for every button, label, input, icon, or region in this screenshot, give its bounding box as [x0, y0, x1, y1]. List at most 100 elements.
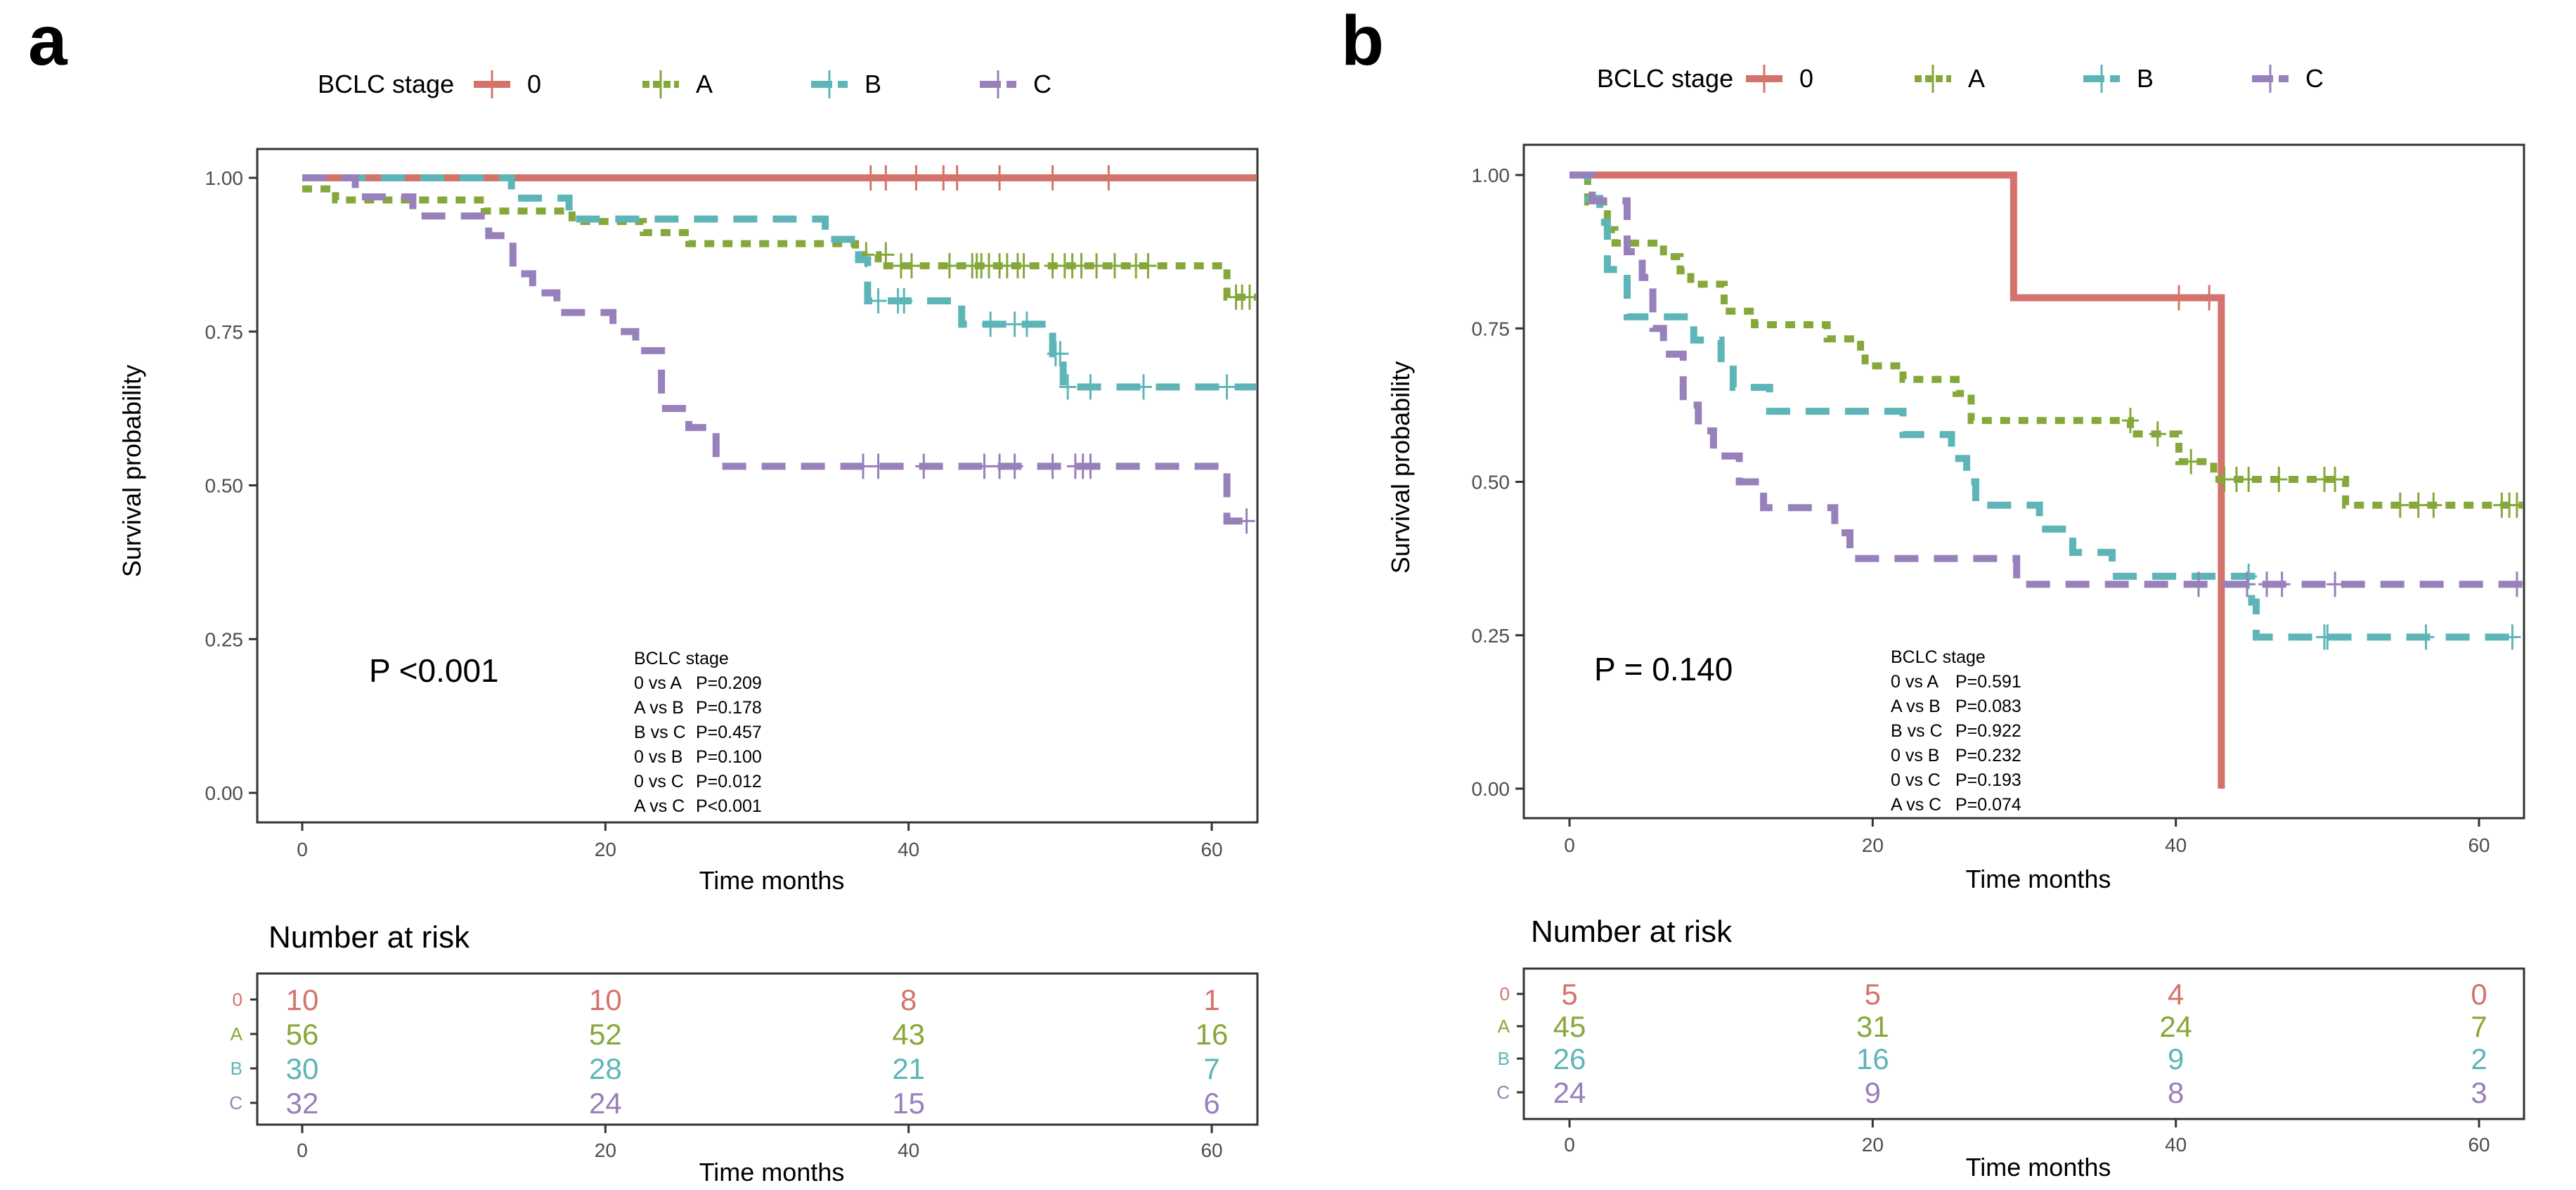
- pairwise-table-a: 0 vs A P=0.209 A vs B P=0.178 B vs C P=0…: [634, 673, 762, 816]
- risk-table-title-a: Number at risk: [268, 920, 470, 955]
- risk-count: 8: [900, 983, 917, 1016]
- x-tick-label: 20: [1862, 834, 1884, 856]
- y-tick-label: 0.25: [205, 628, 244, 650]
- risk-count: 0: [2471, 978, 2487, 1011]
- pairwise-pair: 0 vs C: [634, 772, 684, 791]
- plot-frame: [256, 148, 1259, 824]
- risk-x-tick-label: 40: [2165, 1134, 2187, 1156]
- panel-b: b BCLC stage Survival probability Time m…: [1341, 1, 2111, 1182]
- survival-curve-c: [302, 174, 1256, 525]
- pairwise-p: P=0.457: [696, 723, 762, 742]
- risk-count: 30: [286, 1052, 319, 1085]
- risk-row-label-0: 0: [233, 989, 242, 1010]
- pairwise-title-b: BCLC stage: [1891, 647, 1986, 667]
- legend-title-a: BCLC stage: [318, 70, 454, 98]
- risk-table-frame: [1522, 967, 2525, 1120]
- logrank-pvalue-b: P = 0.140: [1594, 651, 1733, 687]
- risk-count: 10: [589, 983, 622, 1016]
- x-tick-label: 60: [1200, 839, 1222, 860]
- y-tick-label: 0.25: [1472, 625, 1510, 647]
- pairwise-pair: 0 vs A: [634, 673, 682, 693]
- risk-x-tick-label: 20: [1862, 1134, 1884, 1156]
- risk-x-axis-title-a: Time months: [699, 1158, 845, 1186]
- pairwise-p: P<0.001: [696, 796, 762, 816]
- survival-curve-a: [302, 185, 1256, 301]
- risk-x-tick-label: 40: [898, 1139, 919, 1161]
- y-tick-label: 0.50: [1472, 472, 1510, 493]
- risk-count: 9: [1865, 1076, 1881, 1109]
- risk-x-tick-label: 60: [1200, 1139, 1222, 1161]
- risk-count: 24: [589, 1087, 622, 1120]
- y-tick-label: 0.75: [1472, 318, 1510, 339]
- risk-count: 5: [1865, 978, 1881, 1011]
- pairwise-pair: B vs C: [634, 723, 686, 742]
- legend-label-c: C: [1033, 70, 1051, 98]
- risk-count: 21: [892, 1052, 925, 1085]
- legend-label-b: B: [2137, 64, 2154, 93]
- risk-count: 26: [1553, 1042, 1586, 1075]
- plot-frame: [1522, 143, 2525, 820]
- logrank-pvalue-a: P <0.001: [369, 652, 499, 689]
- risk-count: 7: [2471, 1010, 2487, 1043]
- legend-label-0: 0: [1799, 64, 1813, 93]
- legend-label-0: 0: [527, 70, 541, 98]
- y-tick-label: 1.00: [205, 167, 244, 189]
- x-axis-title-a: Time months: [699, 866, 845, 895]
- pairwise-pair: A vs C: [634, 796, 685, 816]
- pairwise-pair: 0 vs A: [1891, 672, 1939, 692]
- risk-count: 56: [286, 1018, 319, 1051]
- risk-x-axis-title-b: Time months: [1966, 1153, 2111, 1182]
- y-tick-label: 0.50: [205, 475, 244, 497]
- risk-table-frame: [256, 972, 1259, 1126]
- y-axis-title-b: Survival probability: [1386, 361, 1415, 574]
- x-tick-label: 20: [595, 839, 616, 860]
- panel-label-b: b: [1341, 1, 1384, 80]
- risk-x-tick-label: 20: [595, 1139, 616, 1161]
- y-tick-label: 1.00: [1472, 164, 1510, 186]
- legend-label-a: A: [696, 70, 713, 98]
- legend-title-b: BCLC stage: [1597, 64, 1733, 93]
- risk-count: 10: [286, 983, 319, 1016]
- km-panel-b: 0 20 40 600.000.250.500.751.000 A B C0 5 5 4 0A 45 3…: [1472, 64, 2525, 1156]
- risk-table-title-b: Number at risk: [1531, 914, 1733, 949]
- risk-count: 2: [2471, 1042, 2487, 1075]
- risk-row-label-a: A: [1498, 1016, 1510, 1037]
- legend-label-b: B: [865, 70, 881, 98]
- risk-count: 28: [589, 1052, 622, 1085]
- pairwise-pair: 0 vs B: [634, 747, 682, 767]
- risk-row-label-b: B: [231, 1058, 242, 1079]
- risk-count: 45: [1553, 1010, 1586, 1043]
- risk-count: 5: [1561, 978, 1577, 1011]
- risk-row-label-a: A: [231, 1023, 243, 1045]
- pairwise-p: P=0.193: [1955, 770, 2021, 790]
- risk-x-tick-label: 60: [2468, 1134, 2490, 1156]
- pairwise-p: P=0.074: [1955, 795, 2021, 815]
- pairwise-pair: 0 vs B: [1891, 746, 1939, 765]
- pairwise-pair: B vs C: [1891, 721, 1943, 741]
- y-tick-label: 0.00: [205, 782, 244, 804]
- pairwise-pair: A vs B: [1891, 697, 1941, 716]
- pairwise-p: P=0.083: [1955, 697, 2021, 716]
- risk-count: 24: [2159, 1010, 2192, 1043]
- risk-count: 8: [2168, 1076, 2184, 1109]
- x-tick-label: 60: [2468, 834, 2490, 856]
- pairwise-p: P=0.209: [696, 673, 762, 693]
- risk-count: 9: [2168, 1042, 2184, 1075]
- risk-count: 16: [1856, 1042, 1889, 1075]
- risk-x-tick-label: 0: [297, 1139, 308, 1161]
- risk-count: 32: [286, 1087, 319, 1120]
- risk-row-label-b: B: [1498, 1048, 1510, 1069]
- pairwise-p: P=0.922: [1955, 721, 2021, 741]
- x-tick-label: 40: [2165, 834, 2187, 856]
- survival-curve-b: [1569, 172, 2523, 641]
- risk-row-label-c: C: [229, 1092, 242, 1113]
- pairwise-p: P=0.591: [1955, 672, 2021, 692]
- pairwise-table-b: 0 vs A P=0.591 A vs B P=0.083 B vs C P=0…: [1891, 672, 2021, 815]
- risk-count: 43: [892, 1018, 925, 1051]
- risk-count: 6: [1203, 1087, 1219, 1120]
- panel-a: a BCLC stage Survival probability Time m…: [28, 1, 844, 1186]
- risk-count: 3: [2471, 1076, 2487, 1109]
- risk-count: 7: [1203, 1052, 1219, 1085]
- pairwise-p: P=0.232: [1955, 746, 2021, 765]
- survival-curve-c: [1569, 172, 2523, 588]
